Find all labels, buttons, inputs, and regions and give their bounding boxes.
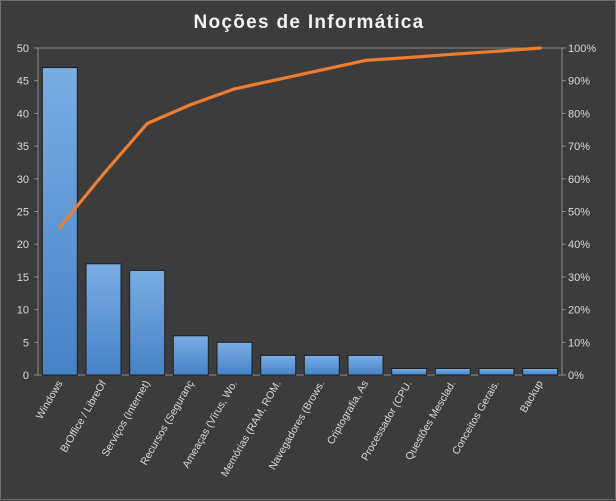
cumulative-point-8: [363, 58, 368, 63]
cumulative-point-6: [276, 77, 280, 81]
category-label: Criptografia, As: [325, 379, 371, 447]
bar-1: [41, 67, 78, 376]
category-label: Conceitos Gerais.: [450, 379, 502, 457]
left-axis-tick-label: 30: [17, 174, 29, 186]
right-axis-tick-label: 90%: [568, 76, 590, 88]
bar-12: [522, 368, 559, 376]
right-axis-tick-label: 70%: [568, 141, 590, 153]
cumulative-point-3: [145, 121, 149, 126]
category-label: Windows: [34, 379, 66, 422]
cumulative-point-1: [58, 225, 62, 229]
right-axis-tick-label: 30%: [568, 272, 590, 284]
left-axis-tick-label: 5: [23, 337, 29, 349]
left-axis-tick-label: 50: [17, 43, 29, 55]
cumulative-point-2: [101, 172, 106, 176]
category-label: BrOffice / LibreOf: [58, 378, 109, 454]
cumulative-line-group: [58, 46, 542, 229]
right-axis-tick-label: 60%: [568, 174, 590, 186]
right-axis-tick-label: 10%: [568, 337, 590, 349]
cumulative-point-11: [494, 49, 499, 53]
bar-7: [303, 354, 340, 376]
left-axis-tick-label: 35: [17, 141, 29, 153]
cumulative-point-9: [407, 55, 411, 60]
bar-8: [347, 354, 384, 376]
cumulative-percent-line: [58, 46, 542, 229]
left-axis-tick-label: 20: [17, 239, 29, 251]
bar-10: [434, 368, 471, 376]
cumulative-point-7: [320, 68, 324, 72]
bar-4: [172, 335, 209, 376]
left-axis-tick-label: 40: [17, 108, 29, 120]
right-axis-tick-label: 50%: [568, 207, 590, 219]
right-axis-tick-label: 20%: [568, 305, 590, 317]
right-axis-tick-label: 40%: [568, 239, 590, 251]
left-axis-tick-label: 0: [23, 370, 29, 382]
bar-11: [478, 368, 515, 376]
axes-group: 0 5 10 15 20 25 30 35 40 45 50 0% 10% 20% 30% 40% 50% 60%…: [17, 43, 597, 382]
left-axis-tick-label: 25: [17, 207, 29, 219]
cumulative-point-10: [451, 52, 455, 56]
right-axis-tick-label: 100%: [568, 43, 596, 55]
bar-9: [391, 368, 428, 376]
cumulative-point-4: [189, 103, 193, 107]
chart-title: Noções de Informática: [193, 12, 424, 33]
bars-group: [41, 67, 559, 376]
bar-2: [85, 263, 122, 376]
left-axis-tick-label: 45: [17, 76, 29, 88]
cumulative-point-12: [538, 46, 542, 50]
category-label: Serviços (Internet): [99, 379, 152, 459]
bar-6: [260, 354, 297, 376]
category-label: Backup: [518, 378, 546, 414]
left-axis-tick-label: 15: [17, 272, 29, 284]
bar-5: [216, 341, 253, 376]
cumulative-point-5: [232, 87, 237, 91]
right-axis-tick-label: 0%: [568, 370, 584, 382]
left-axis-tick-label: 10: [17, 305, 29, 317]
right-axis-tick-label: 80%: [568, 108, 590, 120]
bar-3: [129, 269, 166, 376]
